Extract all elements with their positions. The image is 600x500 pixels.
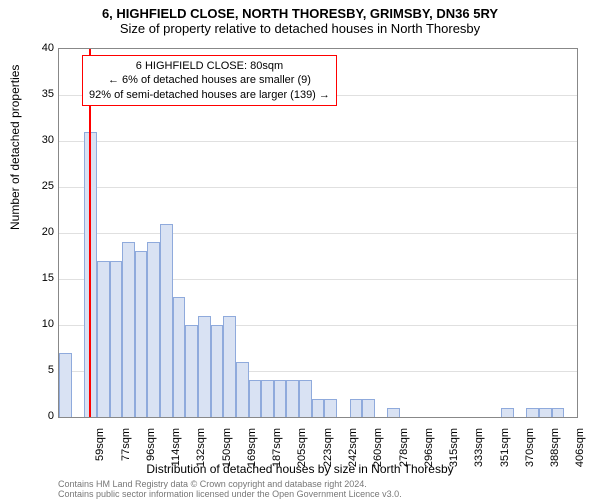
histogram-bar: [135, 251, 148, 417]
histogram-bar: [160, 224, 173, 417]
histogram-bar: [299, 380, 312, 417]
gridline: [59, 141, 577, 142]
y-tick-label: 0: [14, 410, 54, 422]
histogram-bar: [249, 380, 262, 417]
x-axis-label: Distribution of detached houses by size …: [0, 462, 600, 476]
chart-container: 6, HIGHFIELD CLOSE, NORTH THORESBY, GRIM…: [0, 0, 600, 500]
footer-attribution: Contains HM Land Registry data © Crown c…: [58, 480, 402, 500]
histogram-bar: [324, 399, 337, 417]
y-axis-label: Number of detached properties: [8, 65, 22, 230]
y-tick-label: 5: [14, 364, 54, 376]
annotation-line-1: 6 HIGHFIELD CLOSE: 80sqm: [89, 59, 330, 73]
histogram-bar: [185, 325, 198, 417]
histogram-bar: [286, 380, 299, 417]
histogram-bar: [211, 325, 224, 417]
chart-subtitle: Size of property relative to detached ho…: [0, 21, 600, 38]
histogram-bar: [312, 399, 325, 417]
y-tick-label: 10: [14, 318, 54, 330]
histogram-bar: [274, 380, 287, 417]
callout-annotation: 6 HIGHFIELD CLOSE: 80sqm ← 6% of detache…: [82, 55, 337, 106]
histogram-bar: [261, 380, 274, 417]
histogram-bar: [173, 297, 186, 417]
histogram-bar: [97, 261, 110, 417]
histogram-bar: [362, 399, 375, 417]
histogram-bar: [501, 408, 514, 417]
histogram-bar: [122, 242, 135, 417]
histogram-bar: [59, 353, 72, 417]
gridline: [59, 233, 577, 234]
histogram-bar: [223, 316, 236, 417]
footer-line-2: Contains public sector information licen…: [58, 490, 402, 500]
y-tick-label: 40: [14, 42, 54, 54]
histogram-bar: [539, 408, 552, 417]
histogram-bar: [552, 408, 565, 417]
histogram-bar: [350, 399, 363, 417]
gridline: [59, 187, 577, 188]
histogram-bar: [147, 242, 160, 417]
chart-title: 6, HIGHFIELD CLOSE, NORTH THORESBY, GRIM…: [0, 0, 600, 21]
histogram-bar: [387, 408, 400, 417]
histogram-bar: [236, 362, 249, 417]
annotation-line-3: 92% of semi-detached houses are larger (…: [89, 88, 330, 102]
histogram-bar: [198, 316, 211, 417]
histogram-bar: [526, 408, 539, 417]
histogram-bar: [110, 261, 123, 417]
y-tick-label: 15: [14, 272, 54, 284]
annotation-line-2: ← 6% of detached houses are smaller (9): [89, 73, 330, 87]
